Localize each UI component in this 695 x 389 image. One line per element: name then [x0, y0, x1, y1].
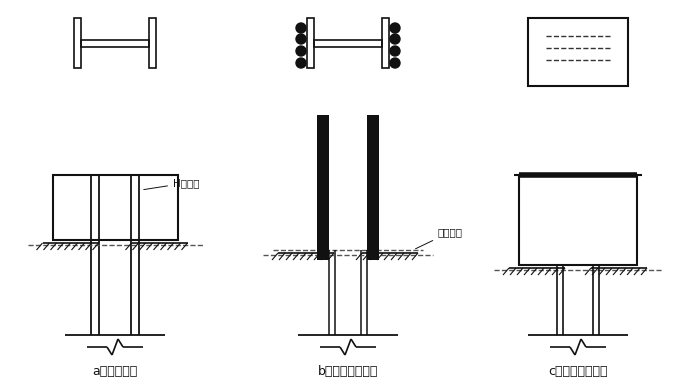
Bar	[382, 18, 389, 68]
Circle shape	[296, 58, 306, 68]
Bar	[81, 40, 149, 47]
Circle shape	[390, 23, 400, 33]
Bar	[317, 115, 329, 260]
Bar	[519, 175, 637, 265]
Text: c）桩顶平板加强: c）桩顶平板加强	[548, 365, 607, 378]
Text: 承台底面: 承台底面	[416, 227, 463, 249]
Bar	[367, 115, 379, 260]
Bar	[53, 175, 177, 240]
Circle shape	[390, 58, 400, 68]
Circle shape	[390, 34, 400, 44]
Text: b）加焊锚固钢筋: b）加焊锚固钢筋	[318, 365, 378, 378]
Bar	[307, 18, 314, 68]
Bar	[528, 18, 628, 86]
Circle shape	[296, 46, 306, 56]
Circle shape	[390, 46, 400, 56]
Text: H型钢桩: H型钢桩	[144, 178, 199, 189]
Circle shape	[296, 23, 306, 33]
Bar	[314, 40, 382, 47]
Circle shape	[296, 34, 306, 44]
Text: a）直接伸入: a）直接伸入	[92, 365, 138, 378]
Bar	[149, 18, 156, 68]
Bar	[74, 18, 81, 68]
